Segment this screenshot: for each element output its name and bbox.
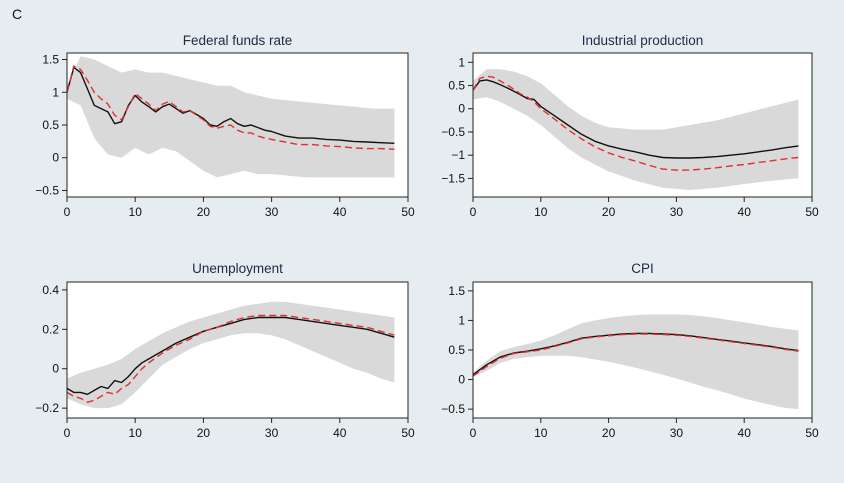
x-tick-label-cpi: 10 — [534, 426, 548, 440]
x-tick-label-cpi: 50 — [805, 426, 819, 440]
confidence-band-industrial-production — [473, 69, 799, 190]
x-tick-label-cpi: 0 — [470, 426, 477, 440]
x-tick-label-unemployment: 10 — [129, 426, 143, 440]
panel-cpi: CPI 0 10 20 30 40 50 −0.5 0 0.5 1 1.5 — [441, 261, 819, 440]
x-tick-label-cpi: 20 — [602, 426, 616, 440]
chart-title-cpi: CPI — [631, 261, 654, 276]
y-tick-label-federal-funds-rate: 0 — [52, 151, 59, 165]
series-dashed-cpi — [472, 333, 799, 377]
chart-title-federal-funds-rate: Federal funds rate — [183, 33, 293, 48]
x-tick-label-industrial-production: 50 — [805, 205, 819, 219]
plot-frame-unemployment — [66, 281, 409, 419]
series-solid-federal-funds-rate — [66, 66, 395, 144]
confidence-band-unemployment — [67, 301, 395, 409]
series-dashed-unemployment — [66, 314, 395, 403]
confidence-band-cpi — [473, 314, 799, 410]
y-tick-label-federal-funds-rate: 0.5 — [42, 118, 59, 132]
x-tick-label-unemployment: 40 — [333, 426, 347, 440]
series-dashed-federal-funds-rate — [66, 65, 395, 150]
y-tick-label-unemployment: 0.2 — [42, 322, 59, 336]
x-tick-label-cpi: 40 — [738, 426, 752, 440]
y-tick-label-federal-funds-rate: 1.5 — [42, 53, 59, 67]
series-solid-industrial-production — [472, 79, 799, 159]
x-tick-label-federal-funds-rate: 20 — [197, 205, 211, 219]
chart-title-unemployment: Unemployment — [192, 261, 283, 276]
y-tick-label-cpi: 1 — [458, 313, 465, 327]
y-tick-label-industrial-production: 1 — [458, 55, 465, 69]
x-tick-label-industrial-production: 20 — [602, 205, 616, 219]
x-tick-label-unemployment: 20 — [197, 426, 211, 440]
y-tick-label-industrial-production: −0.5 — [441, 125, 465, 139]
panel-federal-funds-rate: Federal funds rate 0 10 20 30 40 50 −0.5 0 0.5 1 1.… — [35, 33, 415, 219]
y-tick-label-cpi: 0.5 — [448, 343, 465, 357]
x-tick-label-federal-funds-rate: 10 — [129, 205, 143, 219]
y-tick-label-unemployment: −0.2 — [35, 401, 59, 415]
chart-title-industrial-production: Industrial production — [582, 33, 704, 48]
series-solid-unemployment — [66, 316, 395, 395]
y-tick-label-cpi: −0.5 — [441, 402, 465, 416]
x-tick-label-industrial-production: 30 — [670, 205, 684, 219]
y-tick-label-industrial-production: 0.5 — [448, 79, 465, 93]
x-tick-label-unemployment: 30 — [265, 426, 279, 440]
x-tick-label-unemployment: 0 — [64, 426, 71, 440]
x-tick-label-industrial-production: 40 — [738, 205, 752, 219]
x-tick-label-federal-funds-rate: 50 — [401, 205, 415, 219]
y-tick-label-federal-funds-rate: −0.5 — [35, 183, 59, 197]
y-tick-label-cpi: 1.5 — [448, 284, 465, 298]
x-tick-label-federal-funds-rate: 30 — [265, 205, 279, 219]
y-tick-label-unemployment: 0 — [52, 362, 59, 376]
y-tick-label-cpi: 0 — [458, 373, 465, 387]
panel-letter: C — [12, 6, 23, 22]
x-tick-label-federal-funds-rate: 40 — [333, 205, 347, 219]
y-tick-label-federal-funds-rate: 1 — [52, 85, 59, 99]
series-dashed-industrial-production — [472, 75, 799, 171]
x-tick-label-unemployment: 50 — [401, 426, 415, 440]
plot-frame-industrial-production — [472, 52, 813, 198]
x-tick-label-cpi: 30 — [670, 426, 684, 440]
x-tick-label-industrial-production: 10 — [534, 205, 548, 219]
x-tick-label-federal-funds-rate: 0 — [64, 205, 71, 219]
y-tick-label-industrial-production: −1.5 — [441, 171, 465, 185]
confidence-band-federal-funds-rate — [67, 56, 395, 178]
y-tick-label-industrial-production: −1 — [451, 148, 465, 162]
x-tick-label-industrial-production: 0 — [470, 205, 477, 219]
y-tick-label-unemployment: 0.4 — [42, 283, 59, 297]
panel-unemployment: Unemployment 0 10 20 30 40 50 −0.2 0 0.2 0.4 — [35, 261, 415, 440]
y-tick-label-industrial-production: 0 — [458, 102, 465, 116]
